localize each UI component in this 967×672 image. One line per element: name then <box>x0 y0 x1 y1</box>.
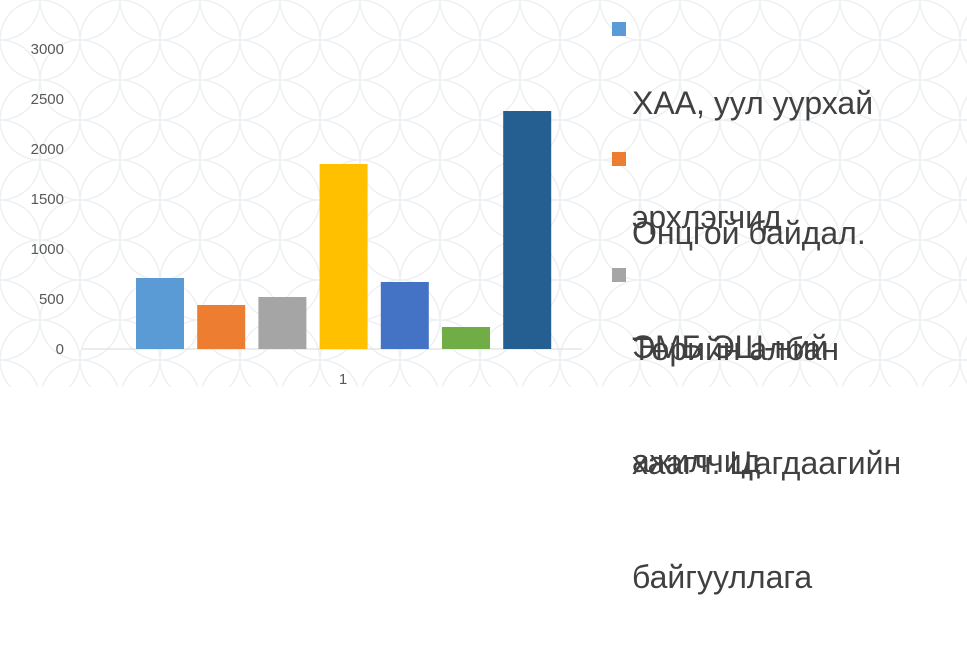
bar-series-5 <box>380 282 429 349</box>
legend-label-3-line-2: хаагч. Цагдаагийн <box>632 445 902 481</box>
y-tick-label: 2500 <box>31 91 64 108</box>
legend-label-2-line-2: ЭМБ ЭШ-ний <box>632 329 828 365</box>
legend-label-2-line-1: Онцгой байдал. <box>632 215 866 251</box>
y-tick-label: 3000 <box>31 41 64 58</box>
legend-label-1-line-2: эрхлэгчид <box>632 199 782 235</box>
y-tick-label: 0 <box>56 341 64 358</box>
y-axis-labels: 0 500 1000 1500 2000 2500 3000 <box>31 41 64 358</box>
bar-series-2 <box>197 305 246 349</box>
legend-label-3-line-3: байгууллага <box>632 559 813 595</box>
bar-series-7 <box>503 111 552 349</box>
bar-series-4 <box>319 164 368 349</box>
bar-series-6 <box>442 327 490 349</box>
bar-chart: 0 500 1000 1500 2000 2500 3000 1 <box>31 41 582 387</box>
y-tick-label: 2000 <box>31 141 64 158</box>
legend-label-1: ХАА, уул уурхай эрхлэгчид <box>632 8 873 312</box>
legend-label-1-line-1: ХАА, уул уурхай <box>632 85 874 121</box>
x-tick-label: 1 <box>339 371 347 387</box>
legend-swatch-1 <box>612 22 626 36</box>
legend-swatch-2 <box>612 152 626 166</box>
bar-series-1 <box>136 278 184 349</box>
bar-series-3 <box>258 297 307 349</box>
legend-label-3-line-1: Төрийн албан <box>632 331 839 367</box>
y-tick-label: 500 <box>39 291 64 308</box>
legend-swatch-3 <box>612 268 626 282</box>
y-tick-label: 1000 <box>31 241 64 258</box>
legend-label-3: Төрийн албан хаагч. Цагдаагийн байгуулла… <box>632 254 901 672</box>
bars-group <box>136 111 552 349</box>
legend: ХАА, уул уурхай эрхлэгчид Онцгой байдал.… <box>612 0 967 595</box>
y-tick-label: 1500 <box>31 191 64 208</box>
